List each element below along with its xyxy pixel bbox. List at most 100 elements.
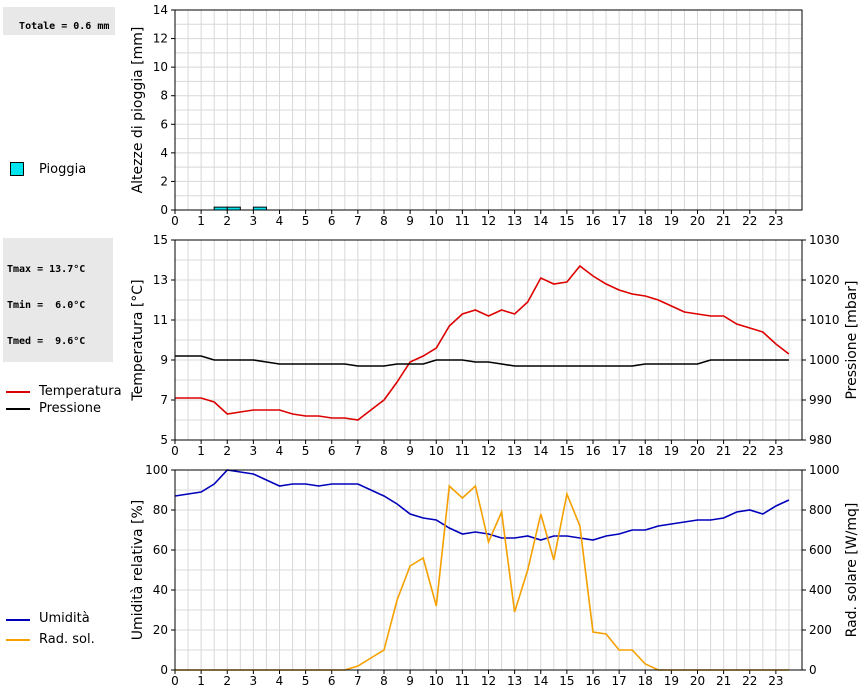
x-tick-label: 22 [742,214,757,228]
x-tick-label: 17 [611,444,626,458]
x-tick-label: 5 [302,674,310,688]
y2-tick-label: 1020 [809,273,840,287]
y-axis-label: Temperatura [°C] [130,279,146,401]
y-tick-label: 60 [153,543,168,557]
solar-swatch [6,639,30,641]
x-tick-label: 3 [250,214,258,228]
humidity-swatch [6,619,30,621]
tmed: Tmed = 9.6°C [7,336,86,347]
x-tick-label: 7 [354,444,362,458]
plot-frame [174,9,803,211]
y2-tick-label: 400 [809,583,832,597]
x-tick-label: 8 [380,214,388,228]
x-tick-label: 18 [638,444,653,458]
x-tick-label: 21 [716,214,731,228]
temperature-swatch [6,391,30,393]
rain-total-box: Totale = 0.6 mm [3,7,115,35]
x-tick-label: 18 [638,214,653,228]
x-tick-label: 11 [455,674,470,688]
x-tick-label: 1 [197,444,205,458]
legend-label-rad-sol: Rad. sol. [39,632,95,647]
legend-label-umidita: Umidità [39,611,90,626]
x-tick-label: 0 [171,444,179,458]
tmin: Tmin = 6.0°C [7,300,86,311]
y-axis-label: Altezze di pioggia [mm] [130,27,146,194]
x-tick-label: 17 [611,214,626,228]
x-tick-label: 6 [328,444,336,458]
y2-tick-label: 1000 [809,353,840,367]
x-tick-label: 10 [429,674,444,688]
x-tick-label: 13 [507,674,522,688]
y-tick-label: 5 [160,433,168,447]
x-tick-label: 20 [690,214,705,228]
y2-tick-label: 0 [809,663,817,677]
y-tick-label: 10 [153,60,168,74]
x-tick-label: 10 [429,214,444,228]
y2-tick-label: 800 [809,503,832,517]
y-tick-label: 7 [160,393,168,407]
chart-panel-2: 0 1 2 3 4 5 6 7 8 9 10 11 12 13 14 15 16 17 18 19 20 21 22 2302… [130,463,860,688]
x-tick-label: 4 [276,214,284,228]
x-tick-label: 4 [276,674,284,688]
y-tick-label: 11 [153,313,168,327]
plot-frame [174,469,803,671]
legend-label-pressione: Pressione [39,401,102,416]
x-tick-label: 15 [559,214,574,228]
y-tick-label: 40 [153,583,168,597]
x-tick-label: 7 [354,674,362,688]
y-tick-label: 12 [153,32,168,46]
x-tick-label: 17 [611,674,626,688]
x-tick-label: 4 [276,444,284,458]
y2-tick-label: 980 [809,433,832,447]
tmax: Tmax = 13.7°C [7,264,86,275]
x-tick-label: 19 [664,674,679,688]
plot-frame [174,239,803,441]
y-tick-label: 4 [160,146,168,160]
rain-swatch [10,162,24,176]
chart-panel-1: 0 1 2 3 4 5 6 7 8 9 10 11 12 13 14 15 16 17 18 19 20 21 22 2357… [130,233,860,458]
x-tick-label: 22 [742,444,757,458]
x-tick-label: 13 [507,214,522,228]
x-tick-label: 23 [768,444,783,458]
x-tick-label: 20 [690,444,705,458]
x-tick-label: 0 [171,214,179,228]
x-tick-label: 11 [455,214,470,228]
x-tick-label: 6 [328,674,336,688]
x-tick-label: 16 [585,444,600,458]
x-tick-label: 9 [406,444,414,458]
x-tick-label: 21 [716,444,731,458]
x-tick-label: 23 [768,214,783,228]
series-line-pressione [175,355,789,367]
y-tick-label: 0 [160,663,168,677]
x-tick-label: 11 [455,444,470,458]
x-tick-label: 1 [197,214,205,228]
x-tick-label: 3 [250,674,258,688]
y2-tick-label: 1010 [809,313,840,327]
x-tick-label: 18 [638,674,653,688]
y-axis-label: Umidità relativa [%] [130,500,146,641]
x-tick-label: 19 [664,214,679,228]
chart-panel-0: 0 1 2 3 4 5 6 7 8 9 10 11 12 13 14 15 16 17 18 19 20 21 22 2302… [130,3,803,228]
x-tick-label: 12 [481,214,496,228]
x-tick-label: 14 [533,214,548,228]
x-tick-label: 9 [406,214,414,228]
rain-total: Totale = 0.6 mm [19,21,110,32]
x-tick-label: 14 [533,444,548,458]
x-tick-label: 8 [380,674,388,688]
x-tick-label: 15 [559,444,574,458]
y2-tick-label: 200 [809,623,832,637]
y-tick-label: 15 [153,233,168,247]
y-tick-label: 14 [153,3,168,17]
y-tick-label: 80 [153,503,168,517]
series-line-umidit [174,469,790,541]
y2-axis-label: Pressione [mbar] [844,280,860,399]
y2-tick-label: 1000 [809,463,840,477]
y-tick-label: 2 [160,174,168,188]
y-tick-label: 100 [145,463,168,477]
x-tick-label: 21 [716,674,731,688]
x-tick-label: 15 [559,674,574,688]
series-line-temperatura [175,264,790,421]
y2-tick-label: 990 [809,393,832,407]
x-tick-label: 23 [768,674,783,688]
